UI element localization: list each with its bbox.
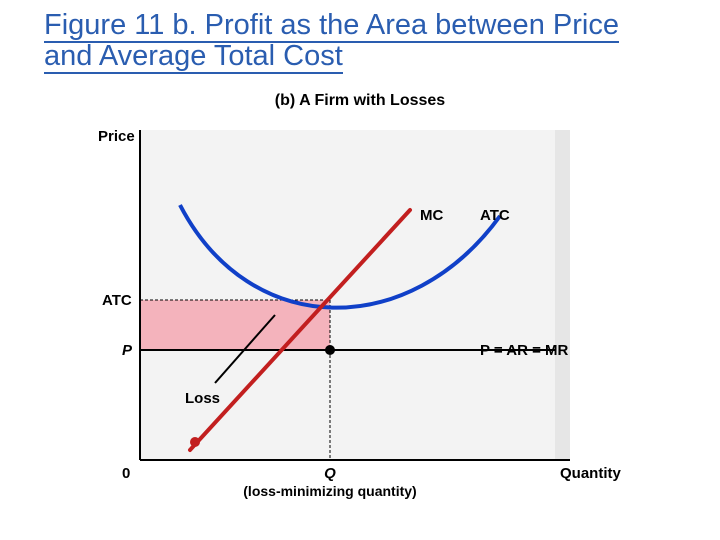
x-axis-label: Quantity — [560, 465, 621, 482]
q-sub-label: (loss-minimizing quantity) — [243, 483, 416, 499]
q-label: Q — [324, 465, 336, 482]
plot-right-shade — [555, 130, 570, 460]
atc-y-label: ATC — [102, 292, 132, 309]
equilibrium-dot — [325, 345, 335, 355]
title-line2: and Average Total Cost — [44, 40, 343, 72]
y-axis-label: Price — [98, 128, 135, 145]
title-line1: Figure 11 b. Profit as the Area between … — [44, 9, 619, 41]
figure-subtitle: (b) A Firm with Losses — [0, 92, 720, 110]
mc-label: MC — [420, 207, 443, 224]
plot-background — [140, 130, 570, 460]
price-line-label: P = AR = MR — [480, 342, 569, 359]
chart: Price ATC P 0 Q(loss-minimizing quantity) Qua… — [70, 120, 650, 520]
loss-area — [140, 300, 330, 350]
mc-start-dot — [190, 437, 200, 447]
atc-label: ATC — [480, 207, 510, 224]
loss-label: Loss — [185, 390, 220, 407]
figure-title: Figure 11 b. Profit as the Area between … — [44, 10, 664, 73]
p-y-label: P — [122, 342, 133, 359]
origin-label: 0 — [122, 465, 130, 482]
